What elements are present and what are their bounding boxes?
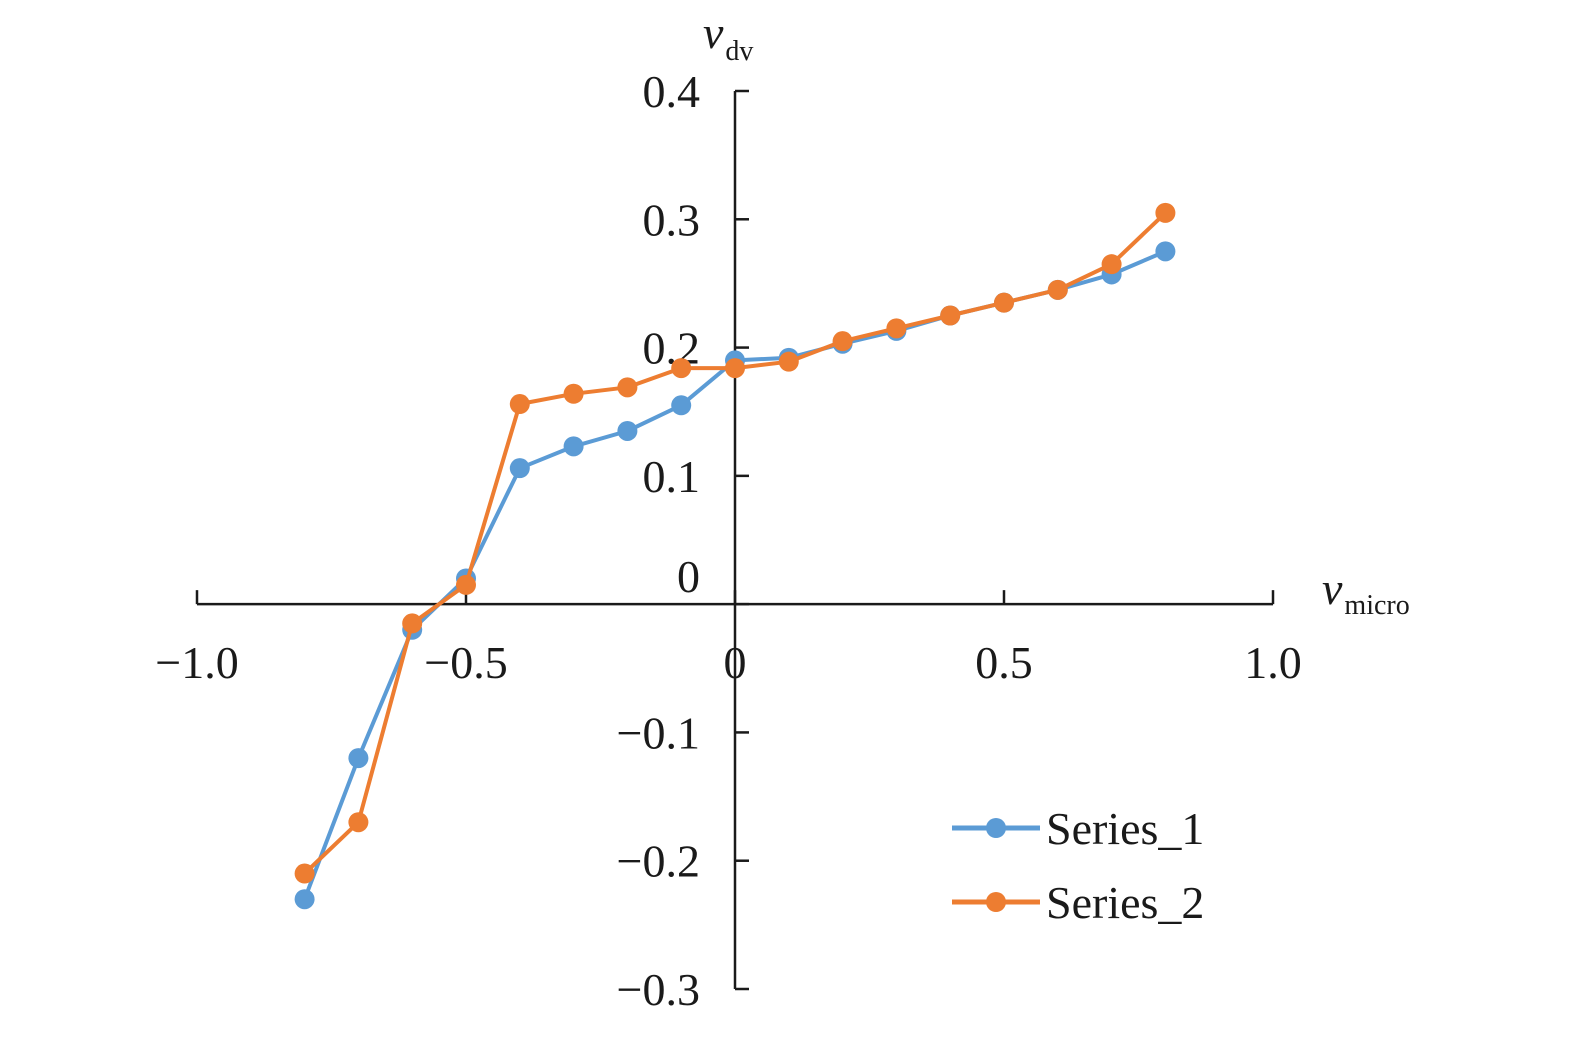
- axis-titles: vdv vmicro: [703, 7, 1410, 621]
- data-point: [1101, 254, 1122, 275]
- y-tick-label: 0.3: [643, 194, 701, 245]
- legend-label: Series_1: [1046, 803, 1204, 854]
- y-tick-label: 0.4: [643, 66, 701, 117]
- data-point: [1047, 279, 1068, 300]
- y-tick-label: −0.3: [617, 964, 700, 1015]
- data-point: [617, 377, 638, 398]
- y-axis-title: vdv: [703, 7, 753, 67]
- data-point: [456, 574, 476, 595]
- legend-item: Series_1: [952, 803, 1204, 854]
- data-point: [294, 863, 315, 884]
- legend-label: Series_2: [1046, 877, 1204, 928]
- legend-item: Series_2: [952, 877, 1204, 928]
- x-axis-title: vmicro: [1322, 563, 1410, 621]
- data-point: [778, 351, 799, 372]
- x-tick-label: −0.5: [424, 637, 507, 688]
- y-tick-label: −0.1: [617, 707, 700, 758]
- data-point: [1155, 202, 1176, 223]
- data-point: [832, 331, 853, 352]
- data-point: [1155, 241, 1176, 262]
- data-point: [725, 358, 745, 379]
- x-tick-label: 0: [724, 637, 747, 688]
- legend-swatch-marker: [986, 818, 1006, 838]
- data-point: [994, 292, 1014, 313]
- data-point: [671, 358, 692, 379]
- data-point: [671, 395, 692, 416]
- axes: [197, 91, 1273, 989]
- y-axis-ticks: −0.3 −0.2 −0.1 0 0.1 0.2 0.3 0.4: [617, 66, 749, 1015]
- data-point: [886, 318, 907, 339]
- x-tick-label: −1.0: [155, 637, 238, 688]
- data-point: [940, 305, 961, 326]
- data-point: [563, 436, 584, 457]
- x-tick-label: 1.0: [1244, 637, 1302, 688]
- legend: Series_1 Series_2: [952, 803, 1204, 928]
- data-point: [509, 458, 530, 479]
- y-tick-label: 0: [677, 551, 700, 602]
- data-point: [509, 394, 530, 415]
- x-tick-label: 0.5: [975, 637, 1033, 688]
- data-point: [348, 748, 369, 769]
- data-point: [294, 889, 315, 910]
- x-axis-ticks: −1.0 −0.5 0 0.5 1.0: [155, 590, 1302, 688]
- series-2: [294, 202, 1176, 884]
- y-tick-label: −0.2: [617, 836, 700, 887]
- data-point: [617, 420, 638, 441]
- y-tick-label: 0.2: [643, 323, 701, 374]
- y-tick-label: 0.1: [643, 451, 701, 502]
- data-point: [563, 383, 584, 404]
- series-layer: [294, 202, 1176, 910]
- legend-swatch-marker: [986, 892, 1006, 912]
- data-point: [348, 812, 369, 833]
- data-point: [402, 613, 423, 634]
